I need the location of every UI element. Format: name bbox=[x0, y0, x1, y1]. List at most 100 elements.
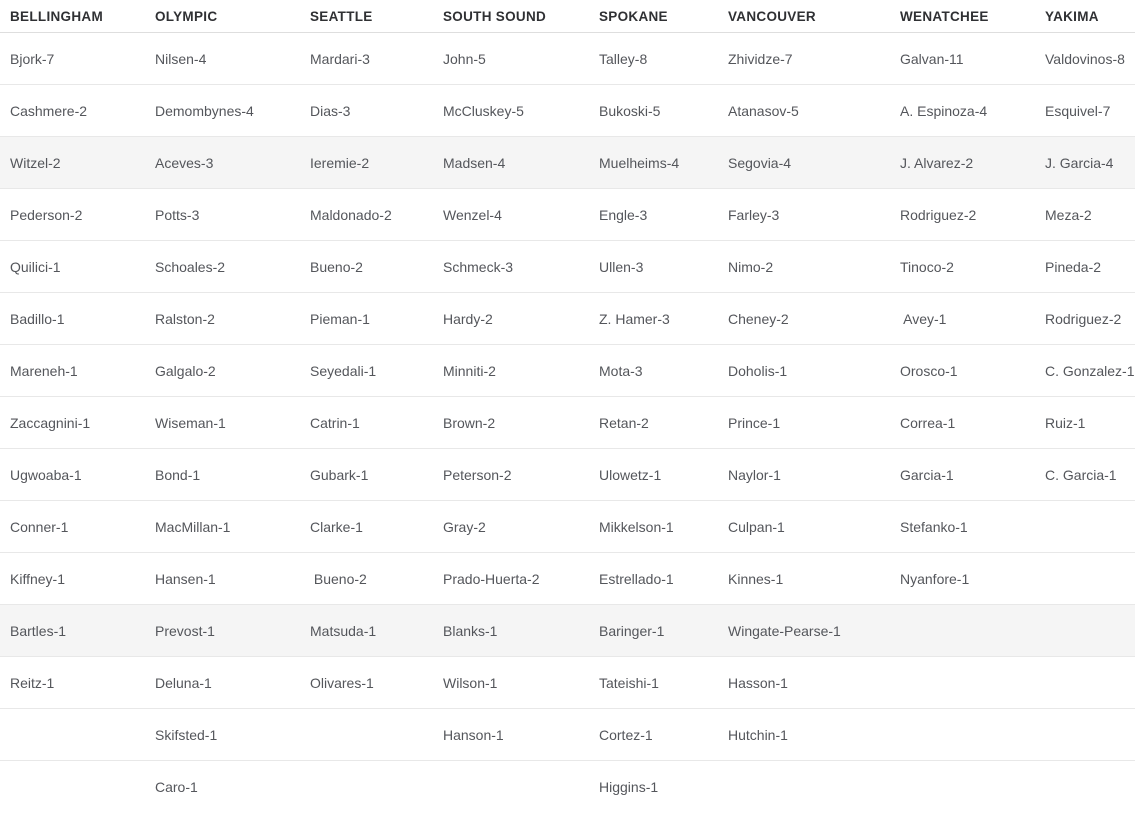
player-cell: Mardari-3 bbox=[310, 50, 370, 67]
player-cell: Farley-3 bbox=[718, 188, 890, 241]
empty-cell bbox=[890, 656, 1035, 709]
player-cell: Valdovinos-8 bbox=[1045, 50, 1125, 67]
player-cell: Cortez-1 bbox=[589, 708, 718, 761]
player-cell: Prado-Huerta-2 bbox=[433, 552, 589, 605]
player-cell: Culpan-1 bbox=[718, 500, 890, 553]
empty-cell bbox=[890, 708, 1035, 761]
player-cell: Wilson-1 bbox=[433, 656, 589, 709]
player-cell: John-5 bbox=[443, 50, 486, 67]
player-cell: Talley-8 bbox=[599, 50, 648, 67]
empty-cell bbox=[890, 604, 1035, 657]
table-header-row: BELLINGHAM OLYMPIC SEATTLE SOUTH SOUND SPOKA… bbox=[0, 0, 1135, 33]
player-cell: Galgalo-2 bbox=[145, 344, 300, 397]
player-cell: Galvan-11 bbox=[900, 50, 964, 67]
player-cell: Cashmere-2 bbox=[0, 84, 145, 137]
player-cell: Garcia-1 bbox=[890, 448, 1035, 501]
player-cell: Ieremie-2 bbox=[300, 136, 433, 189]
empty-cell bbox=[890, 760, 1035, 812]
player-cell: Schoales-2 bbox=[145, 240, 300, 293]
column-header-spokane: SPOKANE bbox=[589, 0, 718, 33]
player-cell: Gubark-1 bbox=[300, 448, 433, 501]
player-cell: Orosco-1 bbox=[890, 344, 1035, 397]
empty-cell bbox=[433, 760, 589, 812]
player-cell: Avey-1 bbox=[890, 292, 1035, 345]
player-cell: Hardy-2 bbox=[433, 292, 589, 345]
table-row: Badillo-1 Ralston-2 Pieman-1 Hardy-2 Z. Hame… bbox=[0, 292, 1135, 345]
empty-cell bbox=[1035, 656, 1135, 709]
player-cell: Potts-3 bbox=[145, 188, 300, 241]
empty-cell bbox=[0, 760, 145, 812]
column-header-yakima: YAKIMA bbox=[1035, 0, 1135, 33]
empty-cell bbox=[300, 760, 433, 812]
player-cell: Engle-3 bbox=[589, 188, 718, 241]
player-cell: Caro-1 bbox=[145, 760, 300, 812]
column-header-bellingham: BELLINGHAM bbox=[0, 0, 145, 33]
player-cell: Gray-2 bbox=[433, 500, 589, 553]
empty-cell bbox=[300, 708, 433, 761]
table-row: Bjork-7 Nilsen-4 Mardari-3 John-5 Talley-8 Zh… bbox=[0, 33, 1135, 85]
player-cell: Badillo-1 bbox=[0, 292, 145, 345]
player-cell: A. Espinoza-4 bbox=[890, 84, 1035, 137]
player-cell: Atanasov-5 bbox=[718, 84, 890, 137]
table-row: Quilici-1 Schoales-2 Bueno-2 Schmeck-3 Ullen… bbox=[0, 240, 1135, 293]
player-cell: Wenzel-4 bbox=[433, 188, 589, 241]
table-row: Reitz-1 Deluna-1 Olivares-1 Wilson-1 Tateish… bbox=[0, 656, 1135, 709]
player-cell: McCluskey-5 bbox=[433, 84, 589, 137]
player-cell: Reitz-1 bbox=[0, 656, 145, 709]
player-cell: Tinoco-2 bbox=[890, 240, 1035, 293]
table-row: Pederson-2 Potts-3 Maldonado-2 Wenzel-4 Engl… bbox=[0, 188, 1135, 241]
player-cell: Bartles-1 bbox=[0, 604, 145, 657]
player-cell: Segovia-4 bbox=[718, 136, 890, 189]
player-cell: Olivares-1 bbox=[300, 656, 433, 709]
player-cell: Retan-2 bbox=[589, 396, 718, 449]
player-cell: C. Garcia-1 bbox=[1035, 448, 1135, 501]
player-cell: Minniti-2 bbox=[433, 344, 589, 397]
table-row: Ugwoaba-1 Bond-1 Gubark-1 Peterson-2 Ulowetz… bbox=[0, 448, 1135, 501]
player-cell: Correa-1 bbox=[890, 396, 1035, 449]
column-header-olympic: OLYMPIC bbox=[145, 0, 300, 33]
table-row: Conner-1 MacMillan-1 Clarke-1 Gray-2 Mikkels… bbox=[0, 500, 1135, 553]
player-cell: Skifsted-1 bbox=[145, 708, 300, 761]
player-cell: Hutchin-1 bbox=[718, 708, 890, 761]
player-cell: Mota-3 bbox=[589, 344, 718, 397]
player-cell: Schmeck-3 bbox=[433, 240, 589, 293]
player-cell: Ralston-2 bbox=[145, 292, 300, 345]
column-header-vancouver: VANCOUVER bbox=[718, 0, 890, 33]
player-cell: Catrin-1 bbox=[300, 396, 433, 449]
player-cell: MacMillan-1 bbox=[145, 500, 300, 553]
player-cell: Brown-2 bbox=[433, 396, 589, 449]
player-cell: Naylor-1 bbox=[718, 448, 890, 501]
table-row: Caro-1 Higgins-1 bbox=[0, 760, 1135, 812]
player-cell: Peterson-2 bbox=[433, 448, 589, 501]
player-cell: Clarke-1 bbox=[300, 500, 433, 553]
player-cell: Higgins-1 bbox=[589, 760, 718, 812]
player-cell: Prince-1 bbox=[718, 396, 890, 449]
player-cell: Quilici-1 bbox=[0, 240, 145, 293]
column-header-south-sound: SOUTH SOUND bbox=[433, 0, 589, 33]
player-cell: Meza-2 bbox=[1035, 188, 1135, 241]
player-cell: Conner-1 bbox=[0, 500, 145, 553]
empty-cell bbox=[1035, 760, 1135, 812]
player-cell: Z. Hamer-3 bbox=[589, 292, 718, 345]
table-row: Kiffney-1 Hansen-1 Bueno-2 Prado-Huerta-2 E… bbox=[0, 552, 1135, 605]
player-cell: Blanks-1 bbox=[433, 604, 589, 657]
empty-cell bbox=[1035, 604, 1135, 657]
player-cell: Prevost-1 bbox=[145, 604, 300, 657]
player-cell: Bukoski-5 bbox=[589, 84, 718, 137]
player-cell: Matsuda-1 bbox=[300, 604, 433, 657]
player-cell: Doholis-1 bbox=[718, 344, 890, 397]
player-cell: Madsen-4 bbox=[433, 136, 589, 189]
player-cell: Tateishi-1 bbox=[589, 656, 718, 709]
player-cell: Nimo-2 bbox=[718, 240, 890, 293]
player-cell: Bjork-7 bbox=[10, 50, 55, 67]
player-cell: Zaccagnini-1 bbox=[0, 396, 145, 449]
player-cell: Hanson-1 bbox=[433, 708, 589, 761]
table-row: Witzel-2 Aceves-3 Ieremie-2 Madsen-4 Muelhei… bbox=[0, 136, 1135, 189]
player-cell: Kiffney-1 bbox=[0, 552, 145, 605]
player-cell: C. Gonzalez-1 bbox=[1035, 344, 1135, 397]
player-cell: Aceves-3 bbox=[145, 136, 300, 189]
player-cell: Rodriguez-2 bbox=[1035, 292, 1135, 345]
player-cell: Deluna-1 bbox=[145, 656, 300, 709]
empty-cell bbox=[718, 760, 890, 812]
